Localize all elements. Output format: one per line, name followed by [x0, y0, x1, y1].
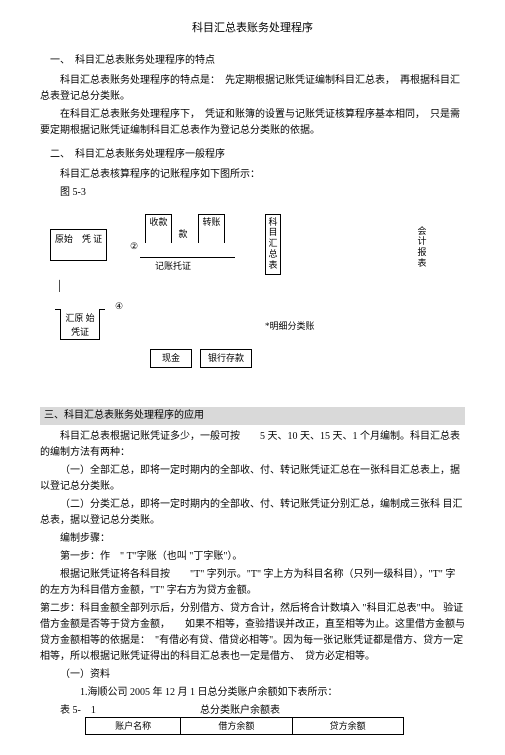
balance-table: 账户名称 借方余额 贷方余额	[85, 717, 404, 735]
table-caption-center: 总分类账户余额表	[200, 703, 280, 719]
figure-label: 图 5-3	[40, 185, 465, 201]
section3-p5: 第一步：作 " T"字账（也叫 "丁字账"）。	[40, 549, 465, 565]
section1-p2: 在科目汇总表账务处理程序下， 凭证和账簿的设置与记账凭证核算程序基本相同， 只是…	[40, 107, 465, 139]
marker-4: ④	[115, 299, 123, 313]
marker-2: ②	[130, 239, 138, 253]
table-caption-left: 表 5- 1	[60, 703, 96, 719]
table-header-credit: 贷方余额	[292, 717, 403, 734]
section3-p1: 科目汇总表根据记账凭证多少，一般可按 5 天、10 天、15 天、1 个月编制。…	[40, 429, 465, 461]
box-summary-voucher: 汇原 始凭证	[60, 309, 100, 340]
table-header-debit: 借方余额	[181, 717, 292, 734]
box-transfer: 转账	[198, 214, 225, 243]
section3-p9: 1.海顺公司 2005 年 12 月 1 日总分类账户余额如下表所示：	[40, 685, 465, 701]
section3-p8: （一）资料	[40, 667, 465, 683]
table-header-account: 账户名称	[86, 717, 181, 734]
section3-p2: （一）全部汇总，即将一定时期内的全部收、付、转记账凭证汇总在一张科目汇总表上，据…	[40, 463, 465, 495]
section3-p4: 编制步骤：	[40, 531, 465, 547]
box-cash: 现金	[150, 349, 192, 368]
box-bank-deposit: 银行存款	[200, 349, 252, 368]
table-row: 账户名称 借方余额 贷方余额	[86, 717, 404, 734]
section1-head: 一、 科目汇总表账务处理程序的特点	[40, 53, 465, 69]
box-kuan-label: 款	[172, 227, 194, 242]
page-title: 科目汇总表账务处理程序	[40, 20, 465, 38]
section3-p7: 第二步：科目金额全部列示后，分别借方、贷方合计，然后将合计数填入 "科目汇总表"…	[40, 601, 465, 665]
flowchart-diagram: 原始 凭 证 ② 收款 款 转账 记账托证 科目汇总表 会计报表 │ ④ 汇原 …	[40, 209, 465, 399]
box-subject-summary: 科目汇总表	[265, 214, 281, 275]
box-receipt: 收款	[145, 214, 172, 243]
label-detail-ledger: *明细分类账	[265, 319, 315, 333]
section2-p1: 科目汇总表核算程序的记账程序如下图所示：	[40, 167, 465, 183]
arrow-down-icon: │	[56, 279, 63, 295]
section2-head: 二、 科目汇总表账务处理程序一般程序	[40, 147, 465, 163]
section3-p3: （二）分类汇总，即将一定时期内的全部收、付、转记账凭证分别汇总，编制成三张科 目…	[40, 497, 465, 529]
box-original-voucher: 原始 凭 证	[50, 229, 107, 261]
section1-p1: 科目汇总表账务处理程序的特点是： 先定期根据记账凭证编制科目汇总表， 再根据科目…	[40, 73, 465, 105]
section3-p6: 根据记账凭证将各科目按 "T" 字列示。"T" 字上方为科目名称（只列一级科目）…	[40, 567, 465, 599]
section3-head: 三、科目汇总表账务处理程序的应用	[40, 407, 465, 425]
label-bookkeeping-voucher: 记账托证	[155, 259, 191, 273]
box-accounting-report: 会计报表	[415, 224, 429, 278]
